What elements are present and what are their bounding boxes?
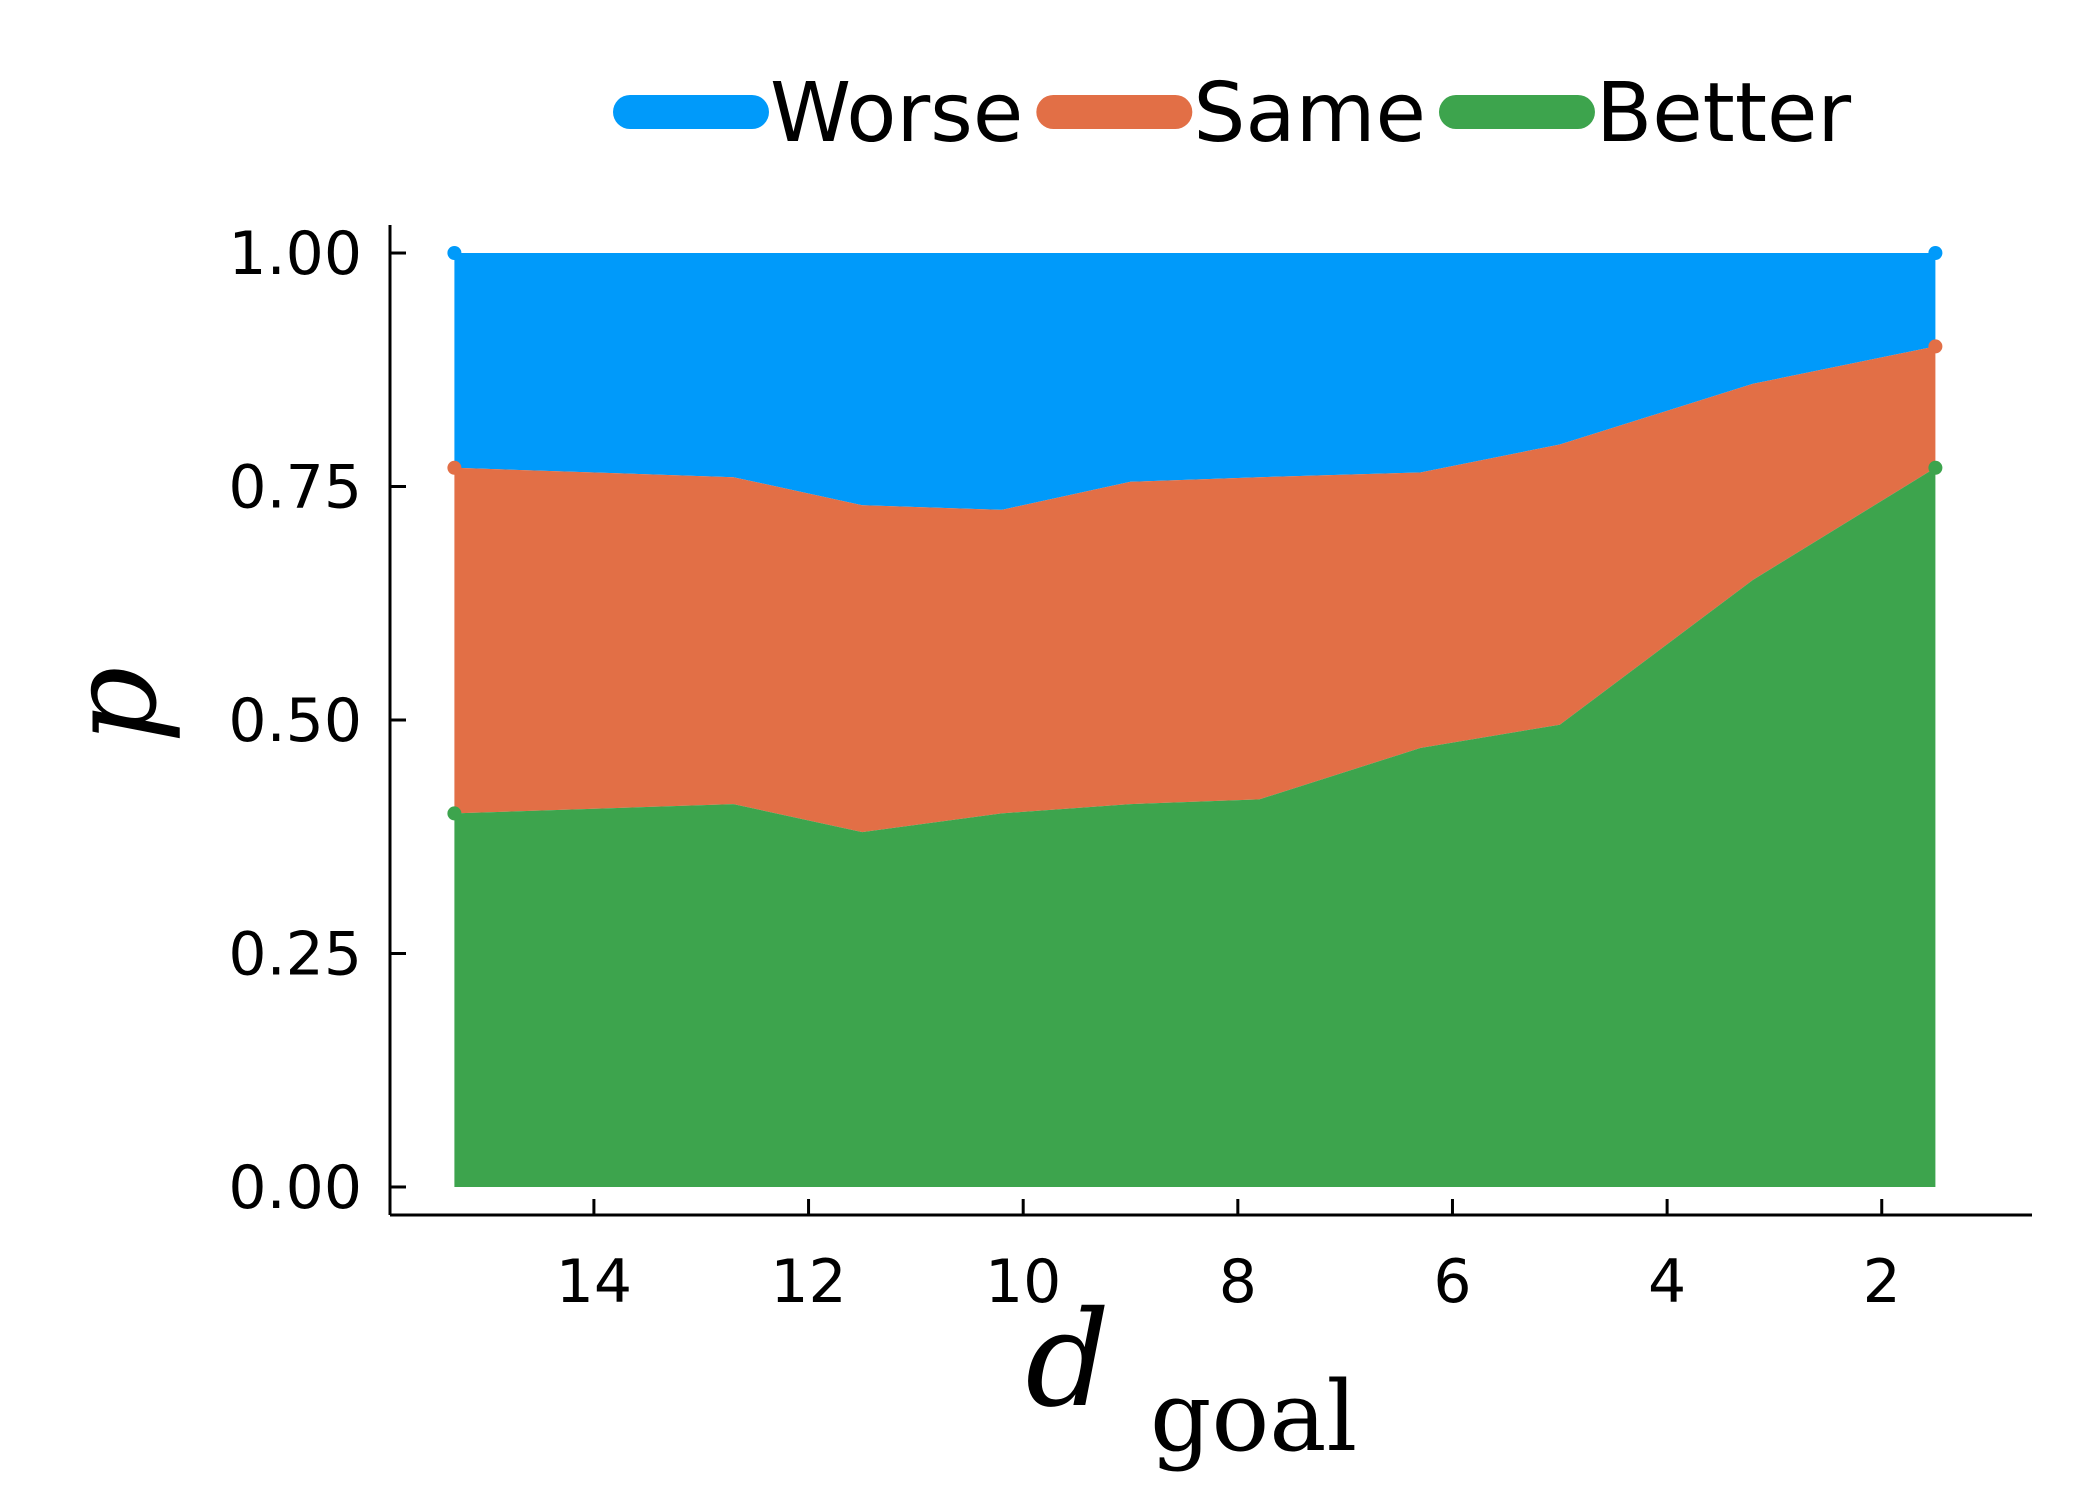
legend: Worse Same Better — [613, 66, 1851, 161]
endpoint-marker-worse — [1928, 246, 1943, 260]
y-axis-title: p — [45, 667, 184, 744]
endpoint-marker-same — [447, 460, 462, 475]
x-tick-label: 4 — [1648, 1247, 1686, 1317]
y-tick-label: 0.00 — [228, 1153, 362, 1223]
area-worse — [454, 253, 1936, 510]
x-ticks: 14 12 10 8 6 4 2 — [556, 1199, 1901, 1317]
y-tick-label: 0.25 — [228, 919, 362, 989]
legend-label-better: Better — [1596, 66, 1851, 161]
x-axis-title: d goal — [1026, 1283, 1358, 1473]
x-tick-label: 10 — [985, 1247, 1061, 1317]
endpoint-marker-better — [1928, 460, 1943, 475]
y-axis-label: p — [45, 667, 184, 744]
endpoint-marker-better — [447, 806, 462, 821]
area-layers — [447, 246, 1943, 1187]
endpoint-marker-worse — [447, 246, 462, 260]
y-tick-label: 0.75 — [228, 453, 362, 523]
endpoint-marker-same — [1928, 339, 1943, 354]
area-better — [454, 467, 1936, 1187]
x-tick-label: 2 — [1863, 1247, 1901, 1317]
y-ticks: 0.00 0.25 0.50 0.75 1.00 — [228, 219, 406, 1223]
x-tick-label: 12 — [770, 1247, 846, 1317]
y-tick-label: 1.00 — [228, 219, 362, 289]
legend-label-worse: Worse — [770, 66, 1023, 161]
x-tick-label: 14 — [556, 1247, 632, 1317]
x-axis-label: d — [1026, 1283, 1111, 1437]
x-axis-label-subscript: goal — [1150, 1361, 1357, 1473]
area-same — [454, 346, 1936, 833]
x-tick-label: 8 — [1219, 1247, 1257, 1317]
x-tick-label: 6 — [1433, 1247, 1471, 1317]
legend-label-same: Same — [1193, 66, 1426, 161]
y-tick-label: 0.50 — [228, 686, 362, 756]
